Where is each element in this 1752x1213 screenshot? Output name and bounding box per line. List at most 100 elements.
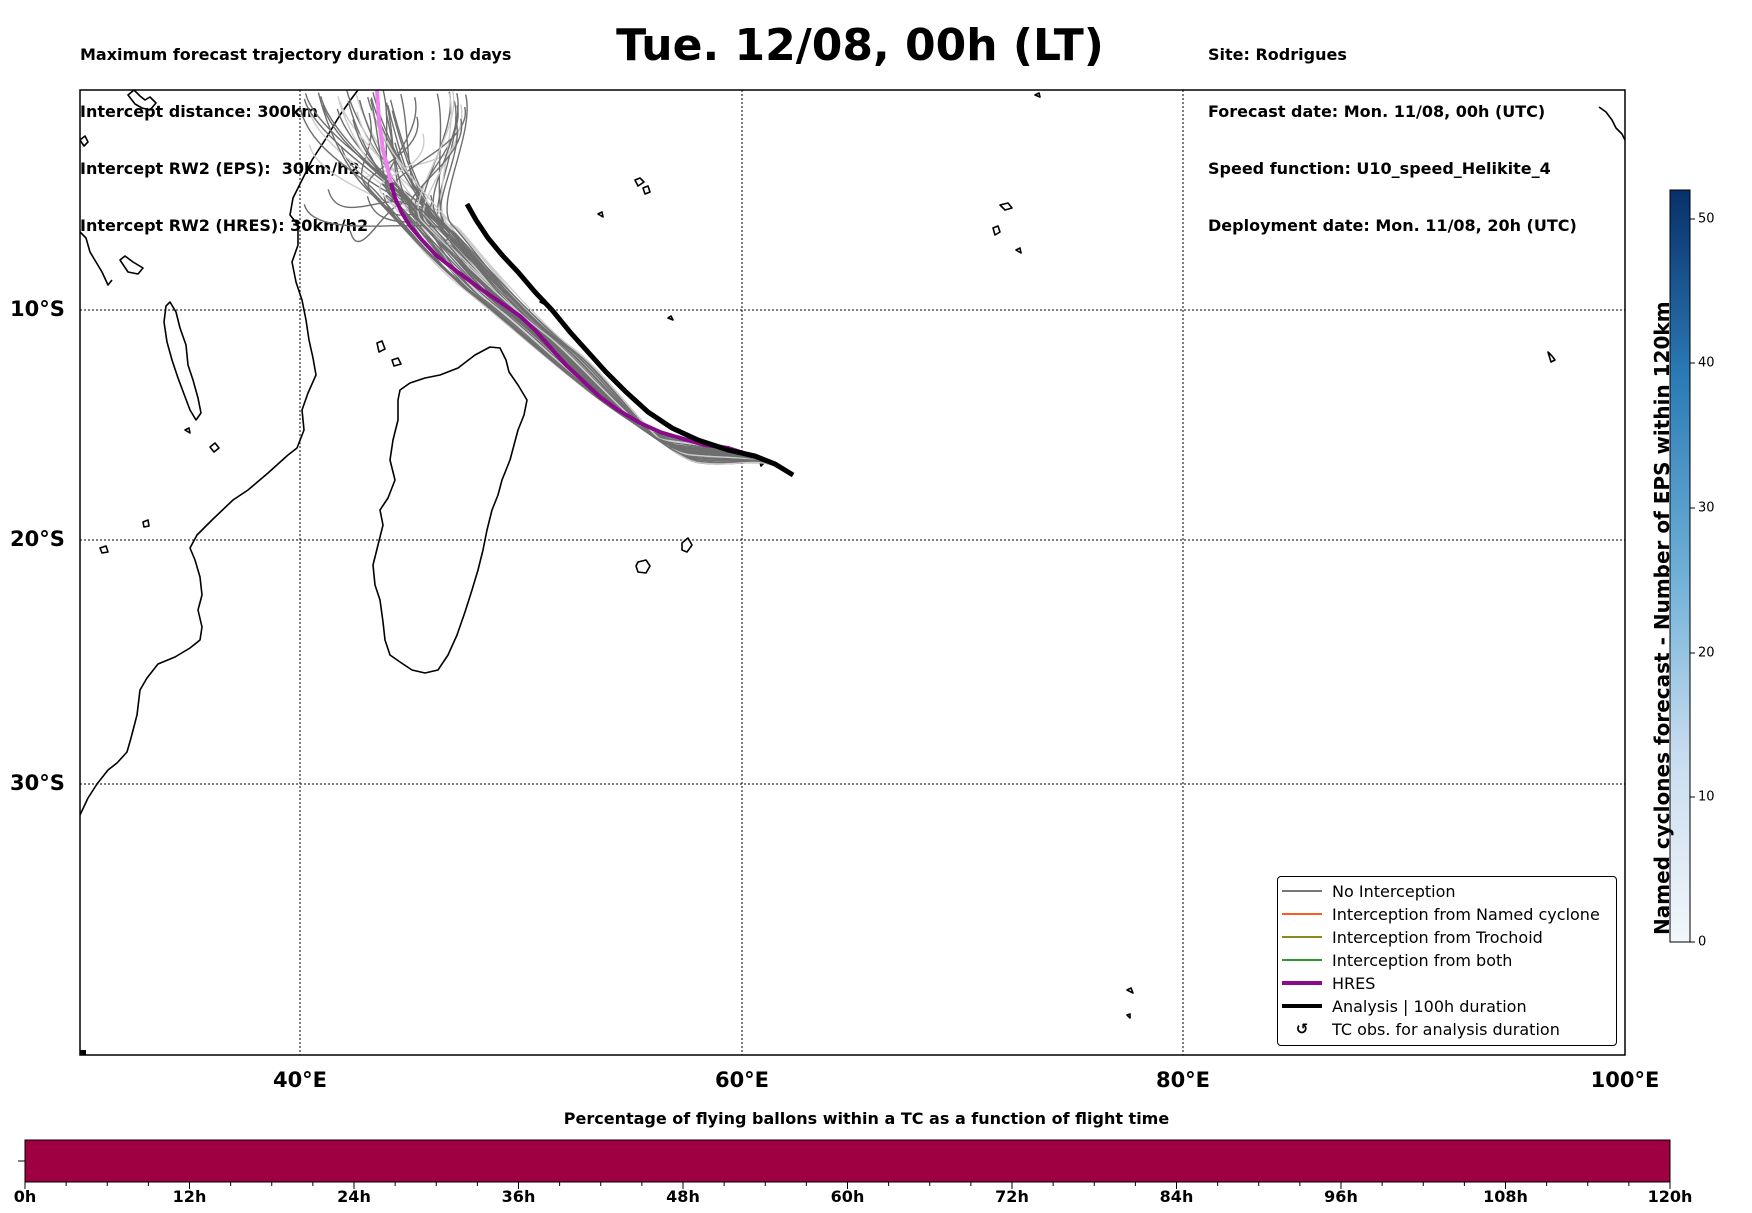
ensemble-track xyxy=(370,99,794,476)
ensemble-track xyxy=(382,90,794,476)
island-chagos xyxy=(1547,351,1556,363)
ensemble-track xyxy=(360,112,794,476)
island-comoros xyxy=(163,301,202,421)
ensemble-track xyxy=(358,99,794,476)
island-small-6 xyxy=(1126,1013,1131,1019)
ensemble-track xyxy=(385,181,794,476)
lat-label-30s: 30°S xyxy=(10,771,65,795)
island-mauritius xyxy=(681,537,693,553)
analysis-track xyxy=(464,202,795,478)
island-small-3 xyxy=(1015,247,1022,254)
seychelles-2 xyxy=(642,185,651,195)
arabian-fragment xyxy=(80,135,89,147)
legend-line-gray xyxy=(1282,890,1322,892)
time-bar-fill xyxy=(25,1140,1670,1182)
ensemble-track xyxy=(322,104,794,476)
time-label: 120h xyxy=(1647,1187,1693,1206)
time-label: 72h xyxy=(995,1187,1029,1206)
island-small-13 xyxy=(597,211,604,218)
island-small-4 xyxy=(1034,92,1041,98)
legend-label: Analysis | 100h duration xyxy=(1332,996,1527,1016)
seychelles-1 xyxy=(634,177,645,187)
legend-line-black xyxy=(1282,1004,1322,1008)
legend-item-both: Interception from both xyxy=(1278,949,1512,971)
ensemble-track xyxy=(352,119,794,476)
ensemble-track xyxy=(446,94,794,476)
ensemble-tracks xyxy=(299,90,794,476)
ensemble-track xyxy=(391,110,794,476)
ensemble-track xyxy=(413,105,794,476)
legend-label: Interception from Trochoid xyxy=(1332,927,1543,947)
lon-label-60e: 60°E xyxy=(714,1068,770,1092)
legend-label: Interception from both xyxy=(1332,950,1513,970)
ensemble-track xyxy=(408,118,794,476)
ensemble-track xyxy=(336,108,794,476)
time-label: 24h xyxy=(337,1187,371,1206)
ensemble-track xyxy=(389,99,794,476)
island-small-10 xyxy=(209,442,220,453)
lat-label-10s: 10°S xyxy=(10,297,65,321)
ensemble-track xyxy=(371,110,794,476)
info-line: Deployment date: Mon. 11/08, 20h (UTC) xyxy=(1208,216,1577,235)
colorbar-tick-label: 40 xyxy=(1698,355,1715,371)
time-label: 12h xyxy=(172,1187,207,1206)
legend-item-trochoid: Interception from Trochoid xyxy=(1278,926,1543,948)
map-frame xyxy=(79,89,1626,1056)
island-small-7 xyxy=(142,519,150,528)
ensemble-track xyxy=(363,133,794,476)
island-small-15 xyxy=(391,357,402,367)
hres-track-early xyxy=(375,90,393,184)
legend-label: HRES xyxy=(1332,973,1376,993)
legend-label: TC obs. for analysis duration xyxy=(1332,1019,1560,1039)
legend-label: No Interception xyxy=(1332,881,1456,901)
somalia-coast xyxy=(80,231,113,286)
map-legend: No Interception Interception from Named … xyxy=(1277,876,1617,1046)
info-line: Site: Rodrigues xyxy=(1208,45,1347,64)
info-line: Forecast date: Mon. 11/08, 00h (UTC) xyxy=(1208,102,1546,121)
coastlines xyxy=(80,90,1625,1019)
island-small-11 xyxy=(667,315,674,321)
colorbar-tick-label: 10 xyxy=(1698,789,1715,805)
lon-label-100e: 100°E xyxy=(1590,1068,1660,1092)
ensemble-track xyxy=(356,111,794,476)
info-line: Maximum forecast trajectory duration : 1… xyxy=(80,45,512,64)
colorbar-tick-label: 0 xyxy=(1698,934,1707,950)
colorbar-tick-label: 30 xyxy=(1698,500,1715,516)
info-line: Intercept RW2 (EPS): 30km/h2 xyxy=(80,159,360,178)
cyclone-symbol-icon: ↺ xyxy=(1295,1020,1309,1038)
island-small-5 xyxy=(1126,987,1134,994)
ensemble-track xyxy=(327,189,794,476)
legend-item-analysis: Analysis | 100h duration xyxy=(1278,995,1527,1017)
time-label: 36h xyxy=(501,1187,536,1206)
ensemble-track xyxy=(347,100,794,476)
time-label: 0h xyxy=(13,1187,37,1206)
island-zanzibar xyxy=(119,255,144,275)
ensemble-track xyxy=(370,97,794,476)
info-line: Intercept distance: 300km xyxy=(80,102,319,121)
colorbar-title: Named cyclones forecast - Number of EPS … xyxy=(1650,301,1674,935)
ensemble-track xyxy=(394,142,794,476)
time-label: 48h xyxy=(666,1187,700,1206)
ensemble-track xyxy=(372,92,794,476)
lat-label-20s: 20°S xyxy=(10,527,65,551)
ensemble-track xyxy=(346,90,794,476)
colorbar-tick-label: 20 xyxy=(1698,645,1715,661)
island-maldives xyxy=(1598,106,1625,141)
legend-line-purple xyxy=(1282,981,1322,985)
legend-item-hres: HRES xyxy=(1278,972,1375,994)
time-bar-title: Percentage of flying ballons within a TC… xyxy=(563,1109,1170,1128)
time-label: 108h xyxy=(1483,1187,1528,1206)
legend-line-olive xyxy=(1282,936,1322,938)
corner-marker xyxy=(80,1050,86,1055)
ensemble-track xyxy=(416,186,794,476)
time-label: 60h xyxy=(830,1187,865,1206)
madagascar-coastline xyxy=(372,346,528,674)
colorbar xyxy=(1669,189,1691,943)
lon-label-80e: 80°E xyxy=(1155,1068,1211,1092)
legend-label: Interception from Named cyclone xyxy=(1332,904,1600,924)
legend-line-orange xyxy=(1282,913,1322,915)
gridlines xyxy=(80,90,1625,1055)
time-bar-ticks xyxy=(24,1182,1671,1189)
somalia-coast-north xyxy=(127,90,157,111)
